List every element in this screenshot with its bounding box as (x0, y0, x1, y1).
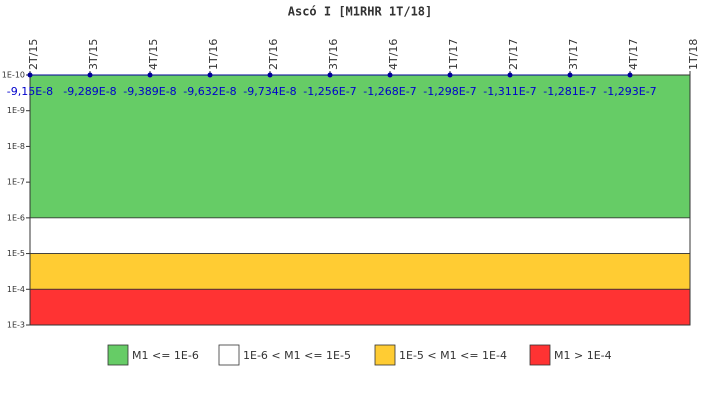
data-label: -9,632E-8 (183, 85, 236, 98)
data-point (507, 72, 513, 78)
x-tick-label: 2T/17 (507, 39, 520, 70)
chart-title: Ascó I [M1RHR 1T/18] (288, 5, 433, 19)
band (29, 74, 691, 219)
legend-swatch (107, 344, 129, 366)
data-label: -1,281E-7 (543, 85, 596, 98)
x-tick-label: 4T/15 (147, 39, 160, 70)
data-label: -1,268E-7 (363, 85, 416, 98)
data-point (87, 72, 93, 78)
data-label: -1,256E-7 (303, 85, 356, 98)
data-label: -9,289E-8 (63, 85, 116, 98)
legend-label: M1 > 1E-4 (554, 349, 612, 362)
y-tick-label: 1E-9 (7, 106, 25, 115)
x-tick-label: 3T/17 (567, 39, 580, 70)
y-tick-label: 1E-5 (7, 249, 25, 258)
band (29, 217, 691, 254)
data-label: -9,15E-8 (7, 85, 53, 98)
data-point (267, 72, 273, 78)
y-tick-label: 1E-7 (7, 178, 25, 187)
data-point (567, 72, 573, 78)
x-tick-label: 1T/16 (207, 39, 220, 70)
x-tick-label: 4T/16 (387, 39, 400, 70)
data-point (627, 72, 633, 78)
band (29, 253, 691, 290)
data-label: -9,734E-8 (243, 85, 296, 98)
x-tick-label: 1T/18 (687, 39, 700, 70)
x-tick-label: 3T/15 (87, 39, 100, 70)
data-label: -9,389E-8 (123, 85, 176, 98)
x-tick-label: 2T/16 (267, 39, 280, 70)
y-tick-label: 1E-10 (2, 71, 25, 80)
y-tick-label: 1E-6 (7, 213, 25, 222)
data-label: -1,298E-7 (423, 85, 476, 98)
y-tick-label: 1E-8 (7, 142, 25, 151)
legend-swatch (374, 344, 396, 366)
x-tick-label: 1T/17 (447, 39, 460, 70)
data-point (207, 72, 213, 78)
y-tick-label: 1E-3 (7, 321, 25, 330)
data-point (27, 72, 33, 78)
band (29, 288, 691, 326)
data-point (327, 72, 333, 78)
data-point (447, 72, 453, 78)
data-label: -1,293E-7 (603, 85, 656, 98)
data-point (147, 72, 153, 78)
data-point (387, 72, 393, 78)
legend-label: 1E-6 < M1 <= 1E-5 (243, 349, 351, 362)
x-tick-label: 4T/17 (627, 39, 640, 70)
legend-swatch (218, 344, 240, 366)
data-label: -1,311E-7 (483, 85, 536, 98)
x-tick-label: 2T/15 (27, 39, 40, 70)
legend-label: M1 <= 1E-6 (132, 349, 199, 362)
y-tick-label: 1E-4 (7, 285, 25, 294)
x-tick-label: 3T/16 (327, 39, 340, 70)
legend-swatch (529, 344, 551, 366)
legend-label: 1E-5 < M1 <= 1E-4 (399, 349, 507, 362)
